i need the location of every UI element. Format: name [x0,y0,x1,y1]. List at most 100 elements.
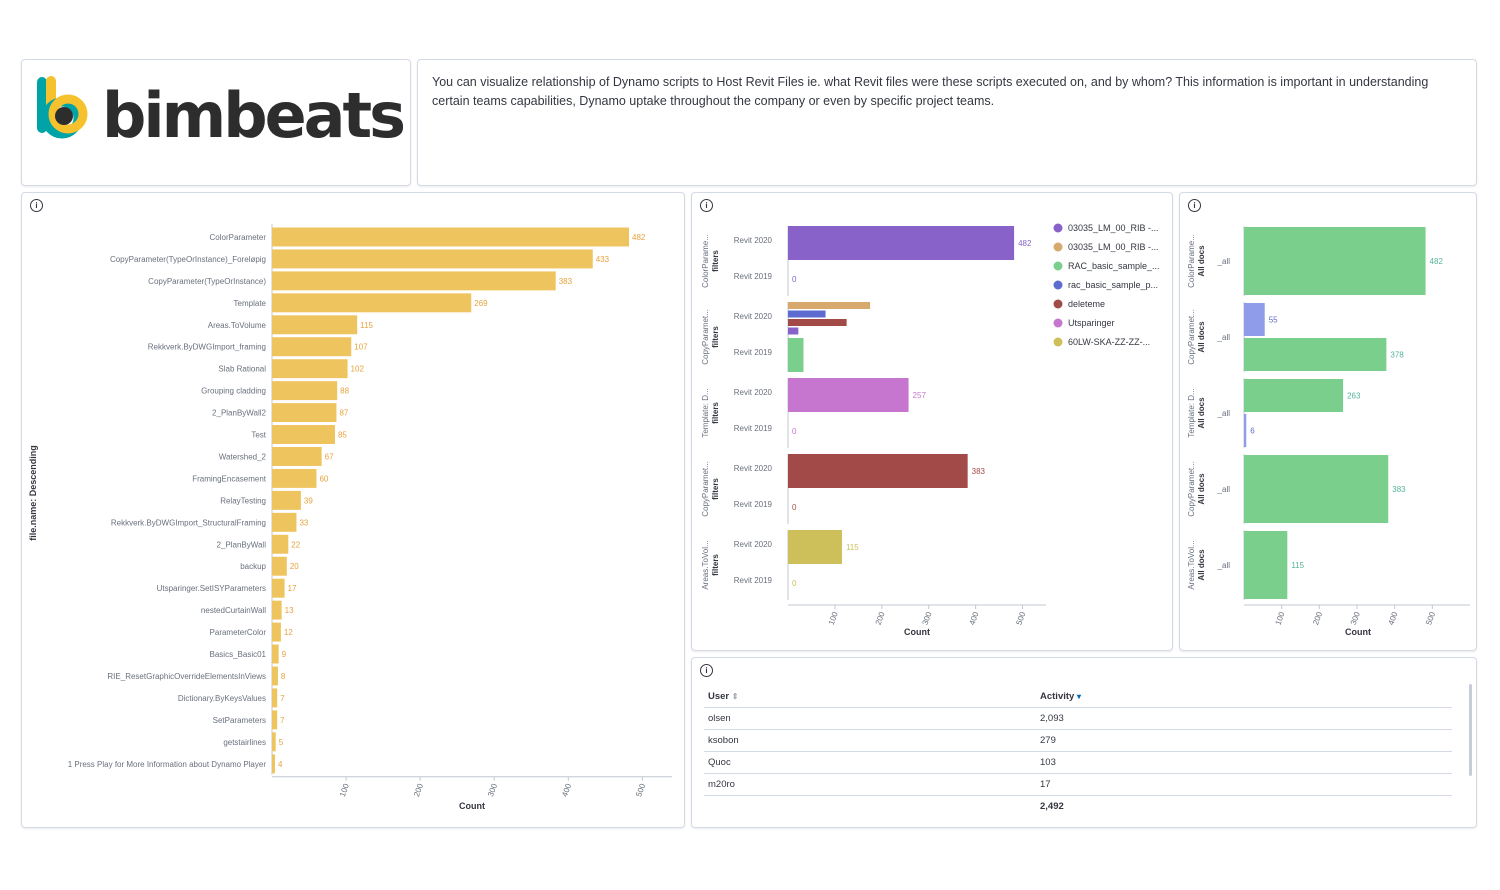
description-panel: You can visualize relationship of Dynamo… [417,59,1477,186]
legend-label: 03035_LM_00_RIB -... [1068,223,1159,233]
bar [272,403,337,423]
sort-descending-icon[interactable]: ▾ [1076,692,1081,701]
row-group-label: filters [711,478,720,500]
value-label: 107 [354,343,368,352]
sub-category-label: Revit 2020 [734,312,773,321]
bimbeats-logo-text: bimbeats [102,79,406,152]
bar [1244,455,1389,523]
bar [272,688,278,708]
legend-swatch [1053,318,1063,328]
activity-header-label: Activity [1040,691,1075,702]
value-label: 88 [340,387,349,396]
info-icon[interactable]: i [700,199,713,212]
user-cell: olsen [704,707,1036,730]
bar [272,468,317,488]
value-label: 20 [290,562,299,571]
value-label: 383 [1392,485,1406,494]
x-tick-label: 400 [560,782,573,798]
row-group-label: filters [711,250,720,272]
row-group-label: All docs [1197,321,1206,353]
user-column-header[interactable]: User ⇕ [704,686,1036,708]
row-label: CopyParamet... [1187,309,1196,365]
value-label: 13 [285,606,294,615]
category-label: 2_PlanByWall2 [212,409,267,418]
sub-category-label: _all [1217,409,1231,418]
category-label: RIE_ResetGraphicOverrideElementsInViews [107,672,266,681]
table-row[interactable]: Quoc 103 [704,751,1452,774]
bar [272,622,281,642]
row-label: Template: D... [1187,388,1196,437]
value-label: 5 [279,738,284,747]
value-label: 383 [559,277,573,286]
bar [788,530,842,564]
activity-cell: 17 [1036,773,1452,796]
activity-total: 2,492 [1040,801,1064,812]
x-tick-label: 100 [827,610,840,626]
value-label: 383 [972,467,986,476]
info-icon[interactable]: i [30,199,43,212]
category-label: RelayTesting [220,496,266,505]
x-tick-label: 300 [921,610,934,626]
x-tick-label: 400 [1387,610,1400,626]
info-icon[interactable]: i [1188,199,1201,212]
value-label: 115 [846,543,859,552]
revit-version-chart-panel: i ColorParame... filters Revit 2020 Revit 2… [691,192,1173,651]
all-docs-bar-chart: ColorParame... All docs _all 482CopyParamet… [1187,226,1470,637]
category-label: CopyParameter(TypeOrInstance) [148,277,266,286]
user-cell: Quoc [704,751,1036,774]
value-label: 17 [288,584,297,593]
x-axis-title: Count [459,801,485,811]
bar [272,754,275,774]
value-label: 39 [304,496,313,505]
x-axis-title: Count [904,627,930,637]
sub-category-label: Revit 2019 [734,348,773,357]
value-label: 9 [282,650,287,659]
bar [788,378,909,412]
table-row[interactable]: ksobon 279 [704,729,1452,752]
bar [1244,227,1426,295]
bar [272,600,282,620]
activity-column-header[interactable]: Activity ▾ [1036,686,1452,708]
bar [788,302,871,309]
x-tick-label: 100 [1274,610,1287,626]
row-label: Template: D... [701,388,710,437]
value-label: 0 [792,275,797,284]
value-label: 263 [1347,392,1361,401]
legend-swatch [1053,242,1063,252]
category-label: getstairlines [223,738,266,747]
table-row[interactable]: m20ro 17 [704,773,1452,796]
row-group-label: filters [711,326,720,348]
value-label: 433 [596,255,610,264]
category-label: Slab Rational [218,365,266,374]
table-row[interactable]: olsen 2,093 [704,707,1452,730]
value-label: 67 [325,452,334,461]
x-tick-label: 300 [1349,610,1362,626]
sub-category-label: Revit 2020 [734,236,773,245]
table-scrollbar[interactable] [1469,684,1472,776]
user-header-label: User [708,691,730,702]
sort-icon[interactable]: ⇕ [731,692,739,701]
bar [272,293,472,313]
category-label: Test [251,431,266,440]
sub-category-label: Revit 2020 [734,464,773,473]
user-cell: ksobon [704,729,1036,752]
value-label: 0 [792,503,797,512]
bar [272,732,276,752]
value-label: 22 [291,540,300,549]
x-tick-label: 500 [634,782,647,798]
legend-swatch [1053,280,1063,290]
x-tick-label: 100 [338,782,351,798]
sub-category-label: _all [1217,257,1231,266]
bar [272,534,289,554]
row-label: CopyParamet... [701,309,710,365]
activity-cell: 279 [1036,729,1452,752]
value-label: 33 [299,518,308,527]
legend-label: 03035_LM_00_RIB -... [1068,242,1159,252]
category-label: Rekkverk.ByDWGImport_StructuralFraming [111,518,266,527]
value-label: 482 [1430,257,1444,266]
bar [272,315,358,335]
row-group-label: All docs [1197,397,1206,429]
category-label: Template [234,299,267,308]
category-label: 2_PlanByWall [216,540,266,549]
info-icon[interactable]: i [700,664,713,677]
